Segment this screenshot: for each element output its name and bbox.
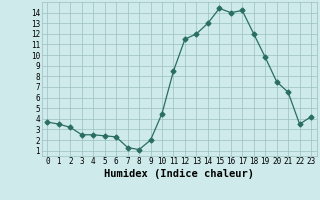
X-axis label: Humidex (Indice chaleur): Humidex (Indice chaleur): [104, 169, 254, 179]
